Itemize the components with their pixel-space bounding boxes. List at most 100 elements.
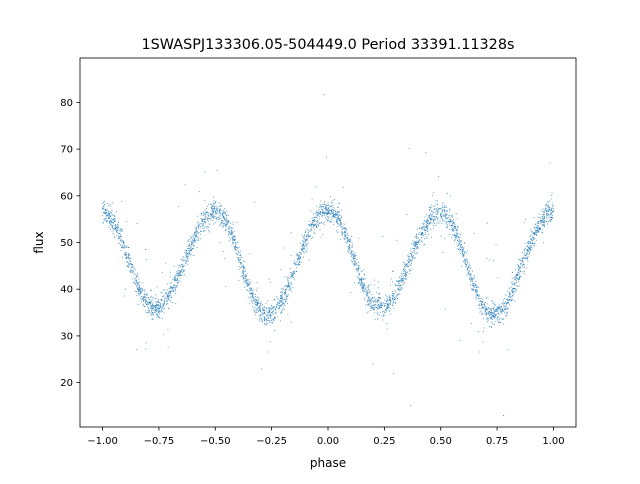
data-point — [216, 210, 218, 212]
data-point — [551, 219, 553, 221]
data-point — [442, 220, 444, 222]
data-point — [324, 217, 327, 219]
data-point — [358, 277, 360, 279]
data-point — [361, 279, 363, 281]
data-point — [109, 223, 111, 225]
data-point — [436, 200, 438, 202]
data-point — [283, 292, 286, 294]
data-point — [301, 244, 303, 247]
data-point — [518, 279, 520, 281]
data-point — [457, 234, 459, 236]
data-point — [246, 285, 249, 287]
data-point — [423, 224, 425, 226]
data-point — [525, 252, 528, 255]
data-point — [253, 296, 255, 298]
data-point — [544, 222, 546, 224]
data-point — [369, 306, 371, 308]
data-point — [495, 315, 497, 317]
data-point — [226, 218, 228, 220]
data-point — [470, 284, 472, 286]
data-point — [430, 219, 432, 221]
data-point — [436, 212, 438, 214]
data-point — [225, 219, 228, 221]
data-point — [527, 260, 529, 262]
data-point — [407, 260, 410, 262]
data-point — [458, 243, 460, 246]
data-point — [351, 261, 353, 263]
data-point — [322, 213, 325, 215]
data-point — [493, 309, 496, 311]
data-point — [409, 264, 411, 266]
data-point — [358, 277, 360, 279]
data-point — [312, 224, 314, 226]
data-point — [249, 253, 251, 255]
data-point — [518, 270, 520, 272]
data-point — [465, 263, 467, 266]
data-point — [118, 237, 120, 239]
data-point — [392, 293, 394, 295]
data-point — [216, 206, 218, 208]
data-point — [446, 192, 448, 194]
data-point — [236, 221, 238, 223]
data-point — [238, 261, 240, 264]
data-point — [260, 317, 262, 319]
data-point — [357, 282, 359, 285]
data-point — [282, 308, 284, 310]
data-point — [181, 270, 183, 272]
data-point — [190, 241, 192, 243]
data-point — [536, 222, 539, 224]
data-point — [462, 250, 464, 252]
data-point — [268, 278, 270, 280]
data-point — [482, 301, 484, 303]
data-point — [382, 302, 384, 304]
data-point — [266, 322, 268, 325]
data-point — [264, 324, 266, 326]
data-point — [341, 228, 343, 230]
data-point — [145, 302, 147, 304]
data-point — [427, 224, 429, 227]
data-point — [140, 290, 142, 292]
data-point — [406, 260, 409, 262]
data-point — [405, 279, 407, 281]
data-point — [428, 216, 430, 218]
data-point — [432, 210, 434, 212]
data-point — [404, 268, 406, 270]
data-point — [313, 224, 315, 226]
data-point — [145, 248, 147, 251]
data-point — [115, 220, 117, 222]
data-point — [281, 288, 283, 290]
data-point — [163, 298, 165, 300]
data-point — [398, 281, 400, 283]
data-point — [270, 304, 273, 307]
data-point — [450, 221, 452, 223]
data-point — [108, 213, 110, 215]
data-point — [421, 233, 423, 235]
data-point — [445, 213, 447, 215]
data-point — [485, 313, 488, 315]
data-point — [181, 268, 183, 270]
data-point — [261, 318, 263, 320]
data-point — [144, 299, 146, 301]
data-point — [143, 305, 145, 308]
data-point — [120, 241, 122, 243]
data-point — [385, 302, 387, 305]
data-point — [234, 247, 236, 249]
data-point — [103, 219, 105, 221]
data-point — [492, 299, 494, 302]
data-point — [408, 259, 411, 261]
data-point — [243, 267, 245, 269]
data-point — [514, 277, 516, 279]
data-point — [170, 301, 172, 303]
data-point — [111, 209, 113, 211]
data-point — [235, 241, 237, 243]
y-tick-label: 40 — [60, 285, 73, 296]
data-points — [102, 94, 554, 417]
data-point — [214, 210, 217, 212]
data-point — [459, 253, 462, 255]
data-point — [402, 270, 404, 272]
data-point — [475, 280, 477, 282]
data-point — [466, 268, 468, 271]
data-point — [422, 223, 424, 225]
data-point — [186, 258, 188, 260]
data-point — [216, 209, 218, 211]
